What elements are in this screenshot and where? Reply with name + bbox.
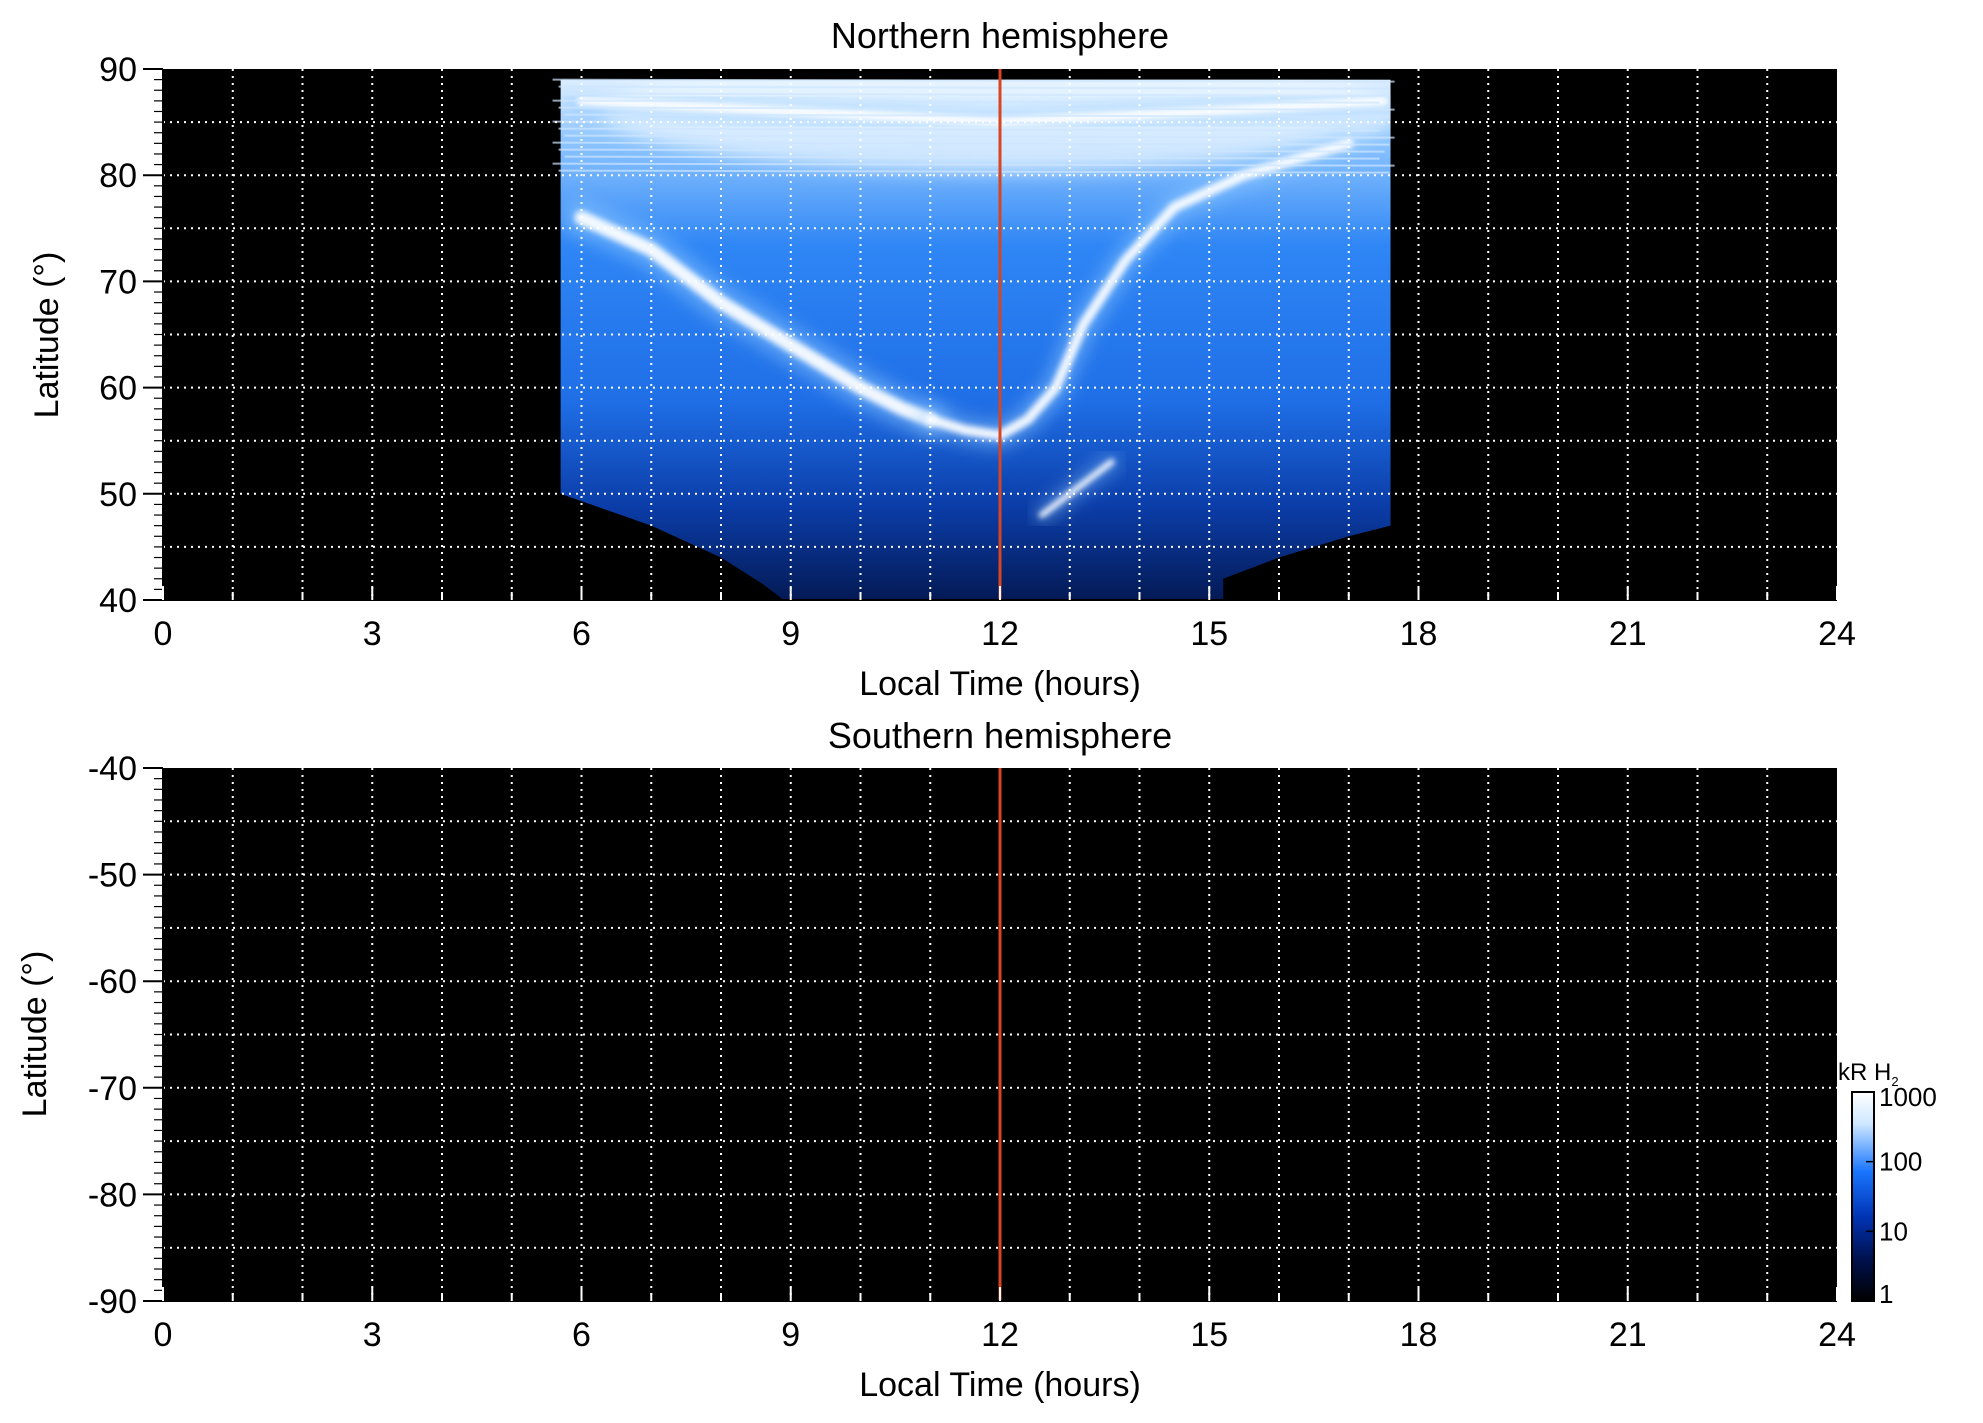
southern-plot-area (163, 768, 1837, 1301)
northern-x-label: Local Time (hours) (859, 665, 1141, 703)
x-tick-label: 12 (981, 1316, 1019, 1354)
colorbar: kR H2 1000 100 10 1 (1838, 1059, 1937, 1309)
y-tick-label: -70 (88, 1070, 137, 1108)
southern-y-label: Latitude (°) (16, 951, 54, 1118)
x-tick-label: 9 (781, 615, 800, 653)
northern-emission-map (552, 78, 1395, 601)
polar-edge-streak (552, 162, 1395, 167)
x-tick-label: 21 (1609, 1316, 1647, 1354)
x-tick-label: 0 (154, 1316, 173, 1354)
x-tick-label: 18 (1400, 615, 1438, 653)
x-tick-label: 6 (572, 1316, 591, 1354)
polar-edge-streak (564, 92, 1385, 97)
x-tick-label: 9 (781, 1316, 800, 1354)
polar-edge-streak (558, 85, 1390, 90)
y-tick-label: -80 (88, 1176, 137, 1214)
polar-edge-streak (552, 78, 1395, 83)
southern-grid (163, 768, 1837, 1301)
southern-title: Southern hemisphere (828, 715, 1172, 756)
northern-plot-area (163, 69, 1837, 601)
x-tick-label: 24 (1818, 1316, 1856, 1354)
y-tick-label: 90 (99, 51, 137, 89)
colorbar-tick-label: 100 (1879, 1147, 1922, 1177)
polar-edge-streak (552, 99, 1380, 104)
x-tick-label: 0 (154, 615, 173, 653)
colorbar-ticks: 1000 100 10 1 (1866, 1082, 1937, 1309)
x-tick-label: 12 (981, 615, 1019, 653)
northern-x-axis: 0 3 6 9 12 15 18 21 24 (154, 586, 1856, 653)
polar-edge-streak (564, 113, 1390, 118)
x-tick-label: 24 (1818, 615, 1856, 653)
y-tick-label: 60 (99, 370, 137, 408)
panel-southern: Southern hemisphere -40 -50 -60 -70 -80 -90 0… (16, 715, 1856, 1404)
y-tick-label: -40 (88, 750, 137, 788)
auroral-feature (925, 138, 1354, 441)
polar-edge-streak (564, 134, 1395, 139)
polar-edge-streak (558, 169, 1390, 174)
x-tick-label: 15 (1190, 615, 1228, 653)
polar-edge-streak (558, 127, 1380, 132)
auroral-feature (574, 210, 938, 427)
northern-coverage (560, 79, 1391, 601)
y-tick-label: -50 (88, 857, 137, 895)
polar-edge-streak (564, 155, 1380, 160)
polar-edge-streak (558, 148, 1385, 153)
y-tick-label: 40 (99, 582, 137, 620)
colorbar-tick-label: 10 (1879, 1216, 1908, 1246)
colorbar-gradient (1851, 1091, 1875, 1302)
y-tick-label: -60 (88, 963, 137, 1001)
colorbar-label-main: kR H (1838, 1059, 1891, 1086)
southern-x-axis: 0 3 6 9 12 15 18 21 24 (154, 1287, 1856, 1354)
colorbar-tick-label: 1000 (1879, 1082, 1937, 1112)
y-tick-label: 50 (99, 476, 137, 514)
panel-northern: Northern hemisphere 40 50 60 70 80 90 0 3 6 9 12 1… (28, 15, 1856, 703)
auroral-feature (1038, 458, 1115, 519)
northern-title: Northern hemisphere (831, 15, 1169, 56)
x-tick-label: 18 (1400, 1316, 1438, 1354)
polar-edge-streak (552, 141, 1390, 146)
x-tick-label: 15 (1190, 1316, 1228, 1354)
y-tick-label: -90 (88, 1283, 137, 1321)
y-tick-label: 70 (99, 263, 137, 301)
colorbar-tick-label: 1 (1879, 1279, 1893, 1309)
x-tick-label: 3 (363, 1316, 382, 1354)
x-tick-label: 6 (572, 615, 591, 653)
polar-edge-streak (558, 106, 1395, 111)
y-tick-label: 80 (99, 157, 137, 195)
colorbar-label: kR H2 (1838, 1059, 1899, 1089)
southern-x-label: Local Time (hours) (859, 1366, 1141, 1404)
colorbar-label-subscript: 2 (1891, 1074, 1898, 1089)
x-tick-label: 3 (363, 615, 382, 653)
northern-y-label: Latitude (°) (28, 252, 66, 419)
northern-y-axis: 40 50 60 70 80 90 (99, 51, 164, 620)
x-tick-label: 21 (1609, 615, 1647, 653)
southern-y-axis: -40 -50 -60 -70 -80 -90 (88, 750, 164, 1321)
